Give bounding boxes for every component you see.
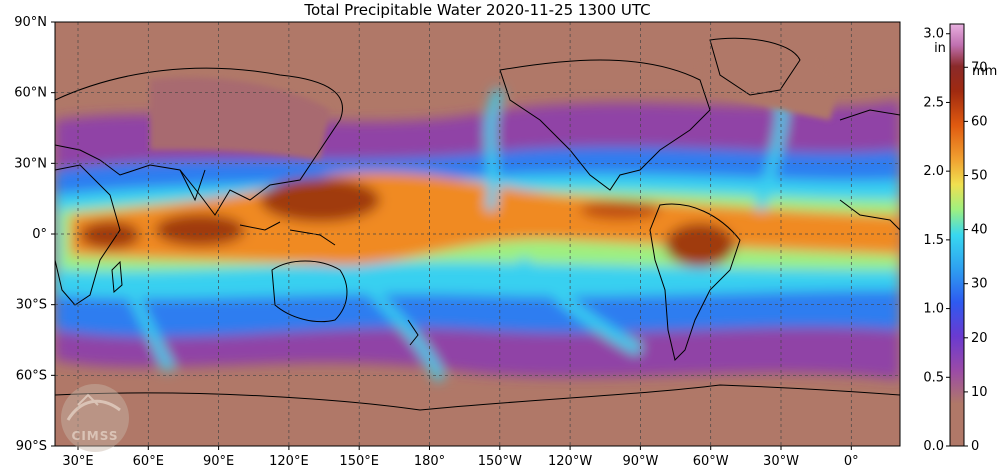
lat-tick-label: 0°: [32, 227, 47, 242]
lon-tick-label: 90°W: [622, 454, 658, 469]
inch-tick-label: 2.5: [923, 95, 944, 110]
mm-tick-label: 60: [971, 114, 988, 129]
lon-tick-label: 60°W: [693, 454, 729, 469]
logo-text: CIMSS: [72, 429, 119, 443]
lon-tick-label: 120°W: [548, 454, 592, 469]
colorbar: [950, 24, 964, 446]
mm-unit-label: mm: [972, 64, 997, 79]
mm-tick-label: 30: [971, 277, 988, 292]
cimss-logo: CIMSS: [61, 384, 129, 452]
graticule: [55, 22, 900, 446]
dry-regions: [55, 22, 900, 446]
inch-tick-label: 2.0: [923, 164, 944, 179]
lat-tick-label: 60°N: [14, 86, 47, 101]
lon-tick-label: 90°E: [203, 454, 234, 469]
inch-tick-label: 0.5: [923, 370, 944, 385]
colorbar-frame: [949, 23, 965, 447]
map-title: Total Precipitable Water 2020-11-25 1300…: [304, 1, 651, 19]
coastlines: [55, 37, 900, 411]
lon-tick-label: 60°E: [133, 454, 164, 469]
lon-tick-label: 120°E: [269, 454, 309, 469]
mm-tick-label: 10: [971, 385, 988, 400]
mm-tick-label: 20: [971, 331, 988, 346]
lon-tick-label: 180°: [414, 454, 445, 469]
lon-tick-label: 30°E: [62, 454, 93, 469]
lat-tick-label: 90°S: [16, 439, 47, 454]
tpw-field: [55, 22, 900, 446]
mm-tick-label: 0: [971, 439, 979, 454]
inch-unit-label: in: [934, 41, 946, 56]
lat-tick-label: 90°N: [14, 15, 47, 30]
inch-tick-label: 0.0: [923, 439, 944, 454]
mm-tick-label: 70: [971, 60, 988, 75]
colorbar-ticks: 3.0 2.5 2.0 1.5 1.0 0.5 0.0 70 60 50 40 30 20 10 0: [923, 27, 987, 454]
inch-tick-label: 1.5: [923, 233, 944, 248]
lat-tick-label: 30°S: [16, 298, 47, 313]
longitude-axis: 30°E 60°E 90°E 120°E 150°E 180° 150°W 120°W 90°W…: [62, 446, 859, 469]
inch-tick-label: 3.0: [923, 27, 944, 42]
mm-tick-label: 50: [971, 168, 988, 183]
mm-tick-label: 40: [971, 223, 988, 238]
inch-tick-label: 1.0: [923, 302, 944, 317]
lon-tick-label: 150°E: [339, 454, 379, 469]
lon-tick-label: 150°W: [478, 454, 522, 469]
lat-tick-label: 30°N: [14, 156, 47, 171]
lon-tick-label: 0°: [844, 454, 859, 469]
lat-tick-label: 60°S: [16, 368, 47, 383]
lon-tick-label: 30°W: [763, 454, 799, 469]
latitude-axis: 90°N 60°N 30°N 0° 30°S 60°S 90°S: [14, 15, 55, 454]
